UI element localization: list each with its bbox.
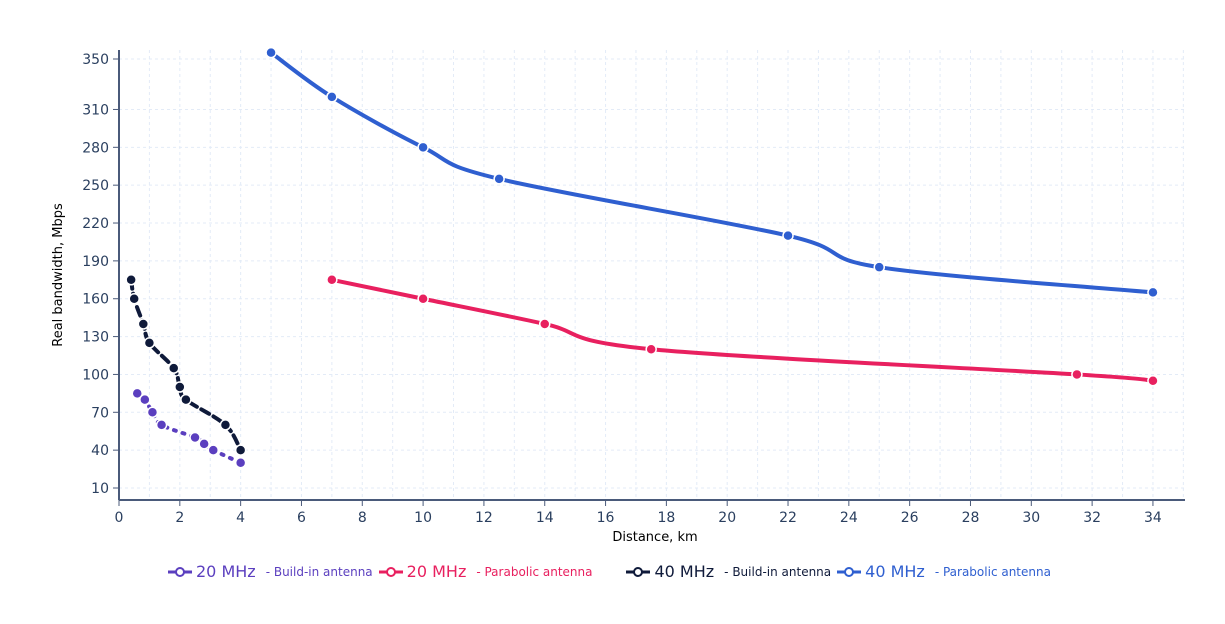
y-tick-label: 40 (91, 443, 109, 459)
x-tick-label: 16 (597, 510, 615, 526)
x-tick-label: 28 (962, 510, 980, 526)
data-point (167, 362, 180, 374)
x-tick-label: 2 (175, 510, 184, 526)
x-tick-label: 30 (1022, 510, 1040, 526)
data-point (1147, 286, 1159, 299)
x-tick-label: 22 (779, 510, 797, 526)
series-line-3 (269, 50, 1155, 295)
y-tick-label: 130 (82, 330, 109, 346)
y-tick-label: 100 (82, 367, 109, 383)
series-line-1 (329, 277, 1155, 383)
data-point (1147, 374, 1159, 387)
data-point (128, 292, 140, 305)
y-tick-label: 280 (82, 140, 109, 156)
legend-label: 40 MHz (654, 562, 715, 581)
x-tick-label: 32 (1083, 510, 1101, 526)
data-point (1071, 368, 1083, 381)
data-point (137, 318, 150, 330)
legend-swatch-icon (168, 566, 192, 577)
data-point (417, 292, 429, 305)
data-point (207, 444, 220, 456)
data-point (782, 229, 794, 242)
x-tick-label: 20 (718, 510, 736, 526)
x-tick-label: 18 (657, 510, 675, 526)
data-point (189, 431, 201, 444)
data-point (131, 387, 143, 400)
y-axis-label: Real bandwidth, Mbps (51, 203, 66, 347)
data-point (538, 318, 551, 330)
x-tick-label: 26 (901, 510, 919, 526)
data-point (234, 457, 247, 469)
data-point (180, 393, 192, 406)
y-tick-label: 350 (82, 52, 109, 68)
legend-sublabel: - Parabolic antenna (476, 564, 593, 579)
x-tick-label: 8 (358, 510, 367, 526)
y-tick-label: 250 (82, 178, 109, 194)
y-tick-label: 190 (82, 254, 109, 270)
data-point (139, 393, 151, 406)
legend-swatch-icon (378, 566, 403, 577)
legend-item[interactable]: 20 MHz - Build-in antenna (168, 562, 373, 581)
y-tick-label: 220 (82, 216, 109, 232)
x-tick-label: 14 (536, 510, 554, 526)
legend: 20 MHz - Build-in antenna 20 MHz - Paraboli… (168, 562, 1057, 581)
x-tick-label: 34 (1144, 510, 1162, 526)
legend-sublabel: - Parabolic antenna (934, 564, 1051, 579)
x-tick-label: 12 (475, 510, 493, 526)
legend-label: 20 MHz (196, 562, 256, 581)
legend-swatch-icon (626, 566, 651, 577)
legend-label: 20 MHz (406, 562, 467, 581)
data-point (873, 261, 885, 273)
data-point (155, 419, 168, 431)
y-tick-label: 70 (91, 405, 109, 421)
legend-item[interactable]: 40 MHz - Parabolic antenna (837, 562, 1051, 581)
legend-item[interactable]: 40 MHz - Build-in antenna (626, 562, 831, 581)
data-point (326, 91, 338, 103)
data-point (265, 46, 277, 59)
data-point (198, 438, 210, 450)
data-point (125, 274, 137, 286)
legend-sublabel: - Build-in antenna (265, 564, 373, 579)
legend-item[interactable]: 20 MHz - Parabolic antenna (378, 562, 593, 581)
data-point (493, 173, 505, 185)
x-tick-label: 10 (414, 510, 432, 526)
x-tick-label: 4 (236, 510, 245, 526)
data-point (645, 343, 657, 355)
data-point (326, 274, 338, 286)
x-tick-label: 0 (115, 510, 124, 526)
y-tick-label: 160 (82, 292, 109, 308)
y-tick-label: 310 (82, 102, 109, 118)
x-tick-label: 24 (840, 510, 858, 526)
y-tick-label: 10 (91, 481, 109, 497)
x-axis-label: Distance, km (612, 530, 697, 545)
legend-swatch-icon (837, 566, 862, 577)
data-point (219, 419, 232, 431)
legend-label: 40 MHz (865, 562, 925, 581)
legend-sublabel: - Build-in antenna (724, 564, 832, 579)
x-tick-label: 6 (297, 510, 306, 526)
data-point (234, 444, 247, 456)
data-point (174, 381, 186, 393)
data-point (143, 337, 156, 349)
data-point (417, 141, 429, 154)
data-point (146, 406, 159, 419)
